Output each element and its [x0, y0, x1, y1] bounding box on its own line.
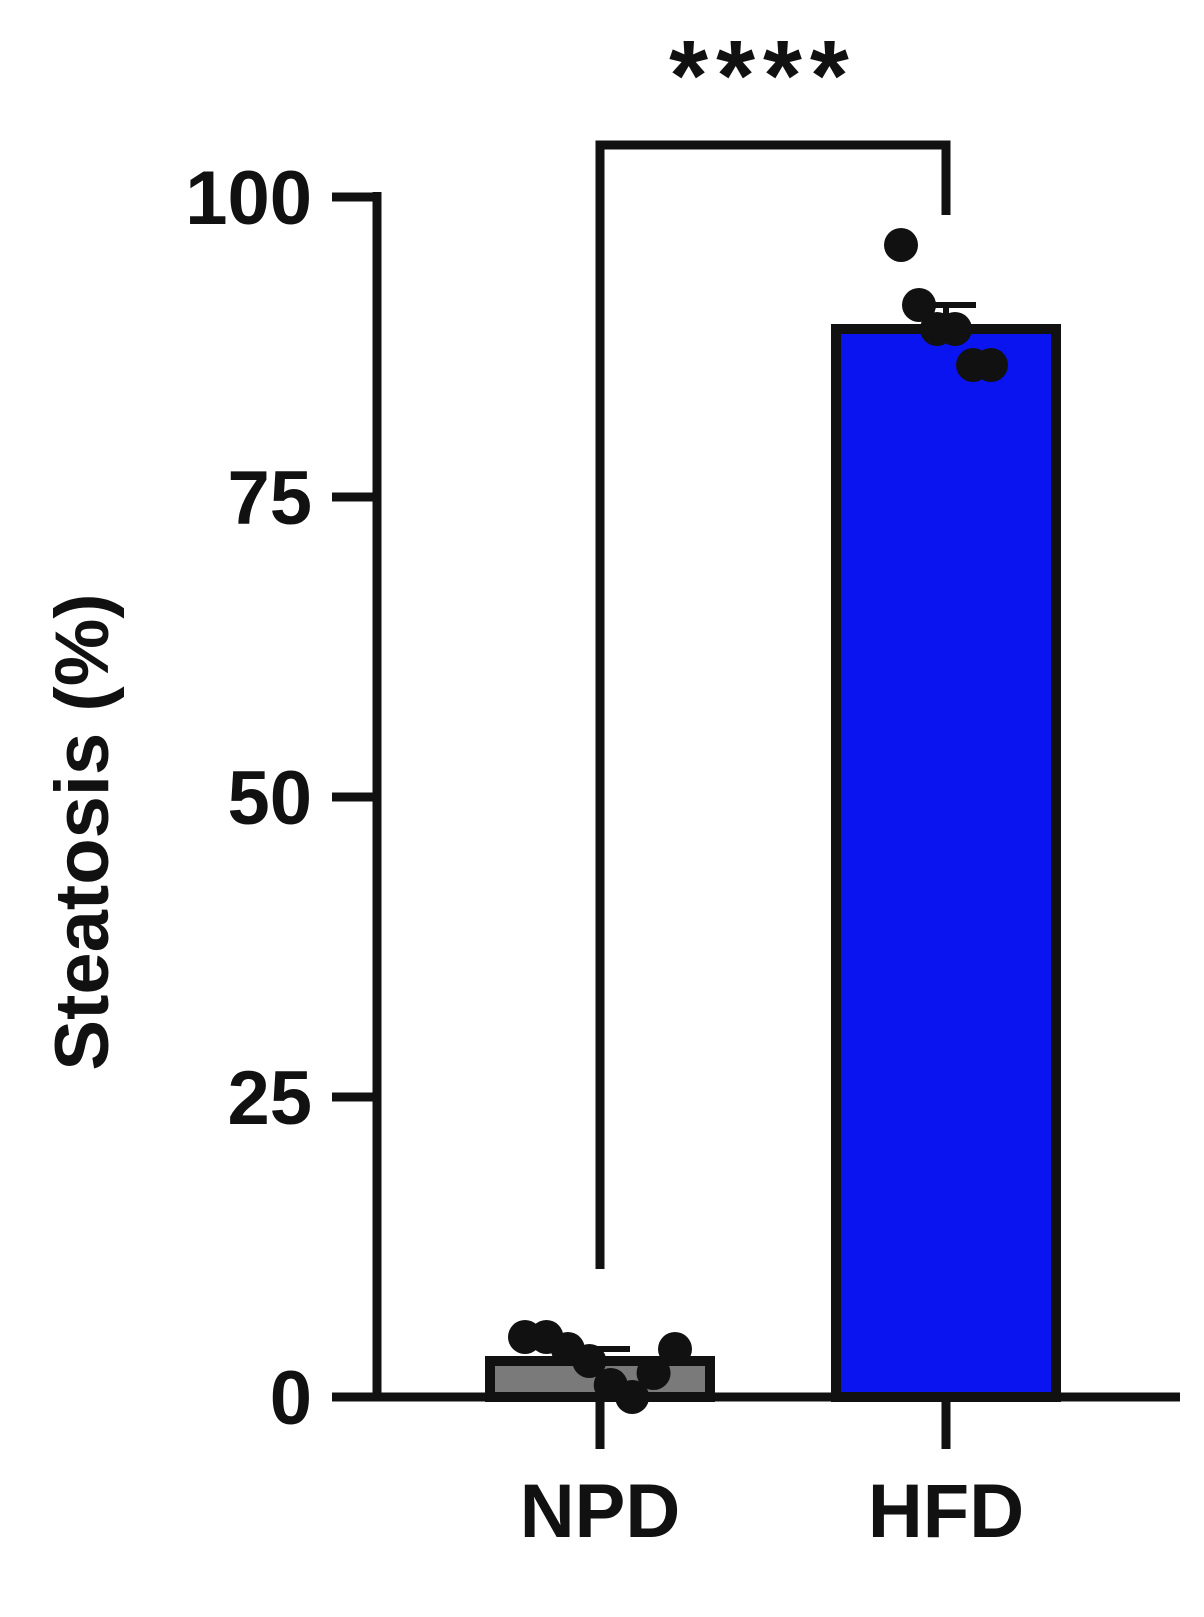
- data-point-npd: [615, 1380, 650, 1414]
- y-tick-label: 50: [227, 756, 312, 841]
- y-tick-label: 0: [270, 1356, 312, 1441]
- data-point-hfd: [974, 348, 1008, 382]
- data-point-npd: [572, 1344, 607, 1378]
- data-point-npd: [636, 1356, 671, 1390]
- data-point-hfd: [938, 312, 972, 346]
- y-tick-label: 100: [185, 156, 312, 241]
- bar-hfd: [831, 324, 1061, 1402]
- y-tick-label: 25: [227, 1056, 312, 1141]
- significance-label: ****: [669, 20, 857, 132]
- x-tick-label-hfd: HFD: [868, 1469, 1024, 1554]
- significance-bracket: [595, 140, 951, 1269]
- data-point-npd: [658, 1332, 692, 1366]
- y-axis-label: Steatosis (%): [40, 593, 125, 1070]
- data-point-hfd: [902, 288, 936, 322]
- data-point-hfd: [884, 228, 918, 262]
- x-tick-label-npd: NPD: [520, 1469, 680, 1554]
- y-tick-label: 75: [227, 456, 312, 541]
